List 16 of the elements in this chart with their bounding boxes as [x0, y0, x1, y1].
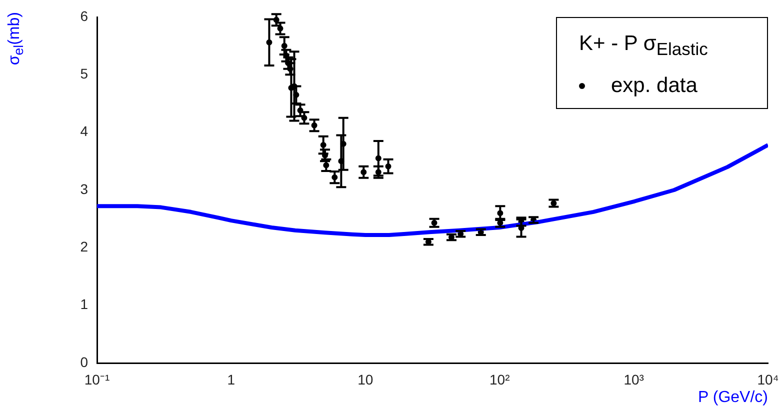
x-tick-label: 10 — [358, 371, 374, 388]
x-tick-label: 10⁻¹ — [84, 371, 110, 388]
y-tick-label: 4 — [80, 123, 88, 140]
legend-title: K+ - P σ$_{Elastic}$ — [579, 32, 709, 60]
legend-label: exp. data — [611, 74, 698, 98]
y-tick-label: 1 — [80, 296, 88, 312]
x-tick-label: 10³ — [624, 371, 644, 388]
x-tick-label: 1 — [227, 371, 236, 388]
y-tick-label: 0 — [80, 354, 88, 370]
x-tick-label: 10⁴ — [757, 371, 779, 388]
x-tick-label: 10² — [489, 371, 510, 388]
y-tick-label: 2 — [80, 238, 88, 255]
y-tick-label: 3 — [80, 180, 88, 197]
y-tick-label: 5 — [80, 66, 88, 82]
y-tick-label: 6 — [80, 8, 88, 24]
x-axis-title: P (GeV/c) — [698, 388, 768, 406]
